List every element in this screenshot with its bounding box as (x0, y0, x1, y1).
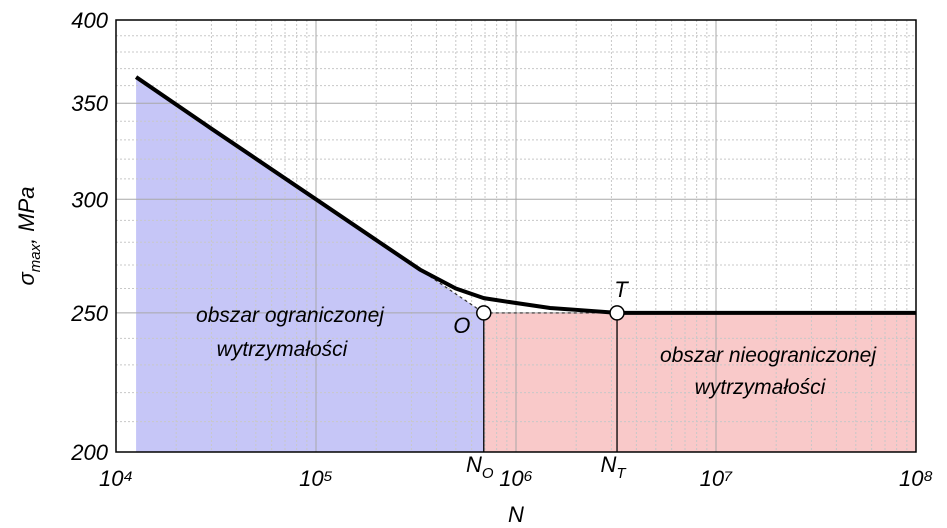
x-axis-label: N (508, 502, 524, 527)
point-label: T (614, 277, 629, 302)
n-label: NT (600, 452, 627, 482)
n-label-main: N (600, 452, 616, 477)
point (476, 305, 492, 321)
region-unlimited (483, 312, 916, 452)
y-axis-label: σmax, MPa (14, 186, 44, 285)
y-tick-label: 300 (71, 187, 108, 212)
n-label-sub: O (482, 465, 494, 482)
y-tick-label: 200 (70, 440, 108, 465)
y-tick-label: 350 (71, 91, 108, 116)
point-label: O (453, 313, 470, 338)
region-label: wytrzymałości (695, 376, 827, 399)
point (609, 305, 625, 321)
y-label-rest: , MPa (14, 186, 39, 243)
x-tick-label: 10⁸ (899, 466, 933, 491)
x-tick-label: 10⁷ (700, 466, 733, 491)
y-tick-label: 400 (71, 8, 108, 33)
n-label: NO (466, 452, 494, 482)
x-tick-label: 10⁴ (99, 466, 133, 491)
y-label-sub: max (27, 243, 44, 272)
data-layer (134, 75, 916, 452)
x-tick-label: 10⁵ (299, 466, 333, 491)
n-label-sub: T (616, 465, 627, 482)
fatigue-curve (134, 75, 916, 315)
y-tick-label: 250 (70, 301, 108, 326)
y-label-main: σ (14, 272, 39, 286)
x-tick-label: 10⁶ (499, 466, 533, 491)
region-label: wytrzymałości (217, 338, 349, 361)
grid-layer (115, 19, 917, 453)
region-label: obszar ograniczonej (196, 304, 385, 327)
n-label-main: N (466, 452, 482, 477)
region-label: obszar nieograniczonej (660, 344, 877, 367)
plot-frame (115, 19, 917, 453)
